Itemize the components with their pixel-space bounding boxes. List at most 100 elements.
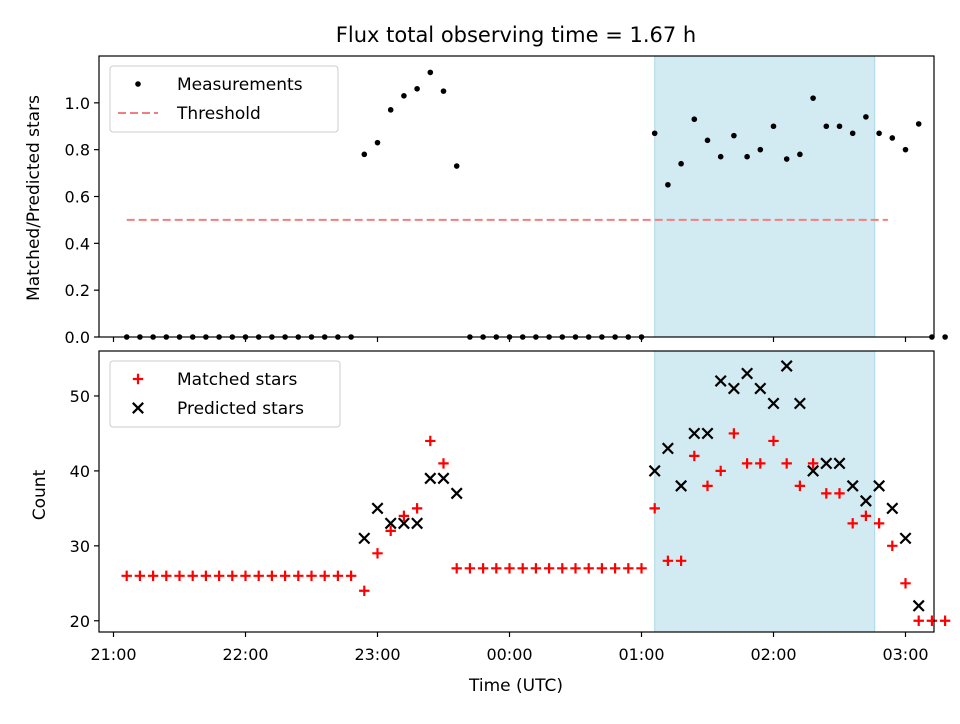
- matched-star-marker: [425, 435, 436, 447]
- predicted-star-marker: [727, 382, 740, 395]
- predicted-star-marker: [741, 367, 754, 380]
- measurement-point: [361, 151, 368, 158]
- matched-star-marker: [345, 570, 357, 581]
- matched-star-marker: [438, 458, 449, 469]
- matched-star-marker: [715, 465, 726, 477]
- matched-star-marker: [649, 503, 660, 514]
- matched-star-marker: [332, 570, 344, 581]
- measurement-point: [453, 163, 460, 169]
- top-y-tick-label: 1.0: [65, 94, 90, 113]
- bottom-shaded-span: [654, 350, 876, 633]
- legend-matched-swatch: [132, 373, 144, 385]
- matched-star-marker: [359, 585, 370, 596]
- bottom-y-tick-label: 40: [70, 462, 90, 481]
- predicted-star-marker: [424, 472, 437, 485]
- measurement-point: [823, 123, 830, 130]
- matched-star-marker: [702, 480, 713, 492]
- x-axis-label: Time (UTC): [468, 676, 563, 696]
- measurement-point: [810, 95, 816, 101]
- top-y-axis-label: Matched/Predicted stars: [24, 95, 44, 301]
- predicted-star-marker: [886, 502, 899, 515]
- predicted-star-marker: [437, 472, 450, 485]
- measurement-point: [691, 116, 698, 123]
- x-tick-label: 01:00: [618, 645, 664, 664]
- top-y-tick-label: 0.4: [65, 234, 90, 253]
- matched-star-marker: [200, 570, 212, 581]
- predicted-star-marker: [833, 457, 846, 470]
- matched-star-marker: [873, 518, 885, 529]
- top-y-tick-label: 0.8: [65, 141, 90, 160]
- top-legend: Measurements Threshold: [109, 65, 339, 133]
- measurement-point: [783, 156, 790, 162]
- measurement-point: [863, 114, 869, 120]
- matched-star-marker: [570, 563, 581, 574]
- predicted-star-marker: [767, 397, 780, 410]
- predicted-star-marker: [450, 487, 463, 500]
- matched-star-marker: [900, 578, 911, 589]
- predicted-star-marker: [793, 397, 806, 410]
- matched-star-marker: [662, 555, 674, 567]
- top-panel: 0.0 0.2 0.4 0.6 0.8 1.0 Measurements Threshold: [65, 55, 948, 347]
- top-y-tick-label: 0.0: [65, 328, 90, 347]
- measurement-point: [374, 139, 381, 146]
- matched-star-marker: [293, 570, 304, 581]
- x-tick-label: 02:00: [750, 645, 796, 664]
- measurement-point: [902, 146, 909, 153]
- matched-star-marker: [253, 570, 264, 581]
- matched-star-marker: [240, 570, 251, 581]
- predicted-star-marker: [714, 374, 727, 387]
- legend-predicted-swatch: [132, 402, 144, 414]
- matched-star-marker: [306, 570, 317, 581]
- predicted-star-marker: [411, 517, 424, 530]
- measurement-point: [717, 153, 724, 160]
- matched-star-marker: [477, 563, 489, 574]
- matched-star-marker: [834, 488, 845, 499]
- matched-star-marker: [530, 563, 542, 574]
- top-shaded-span: [654, 55, 876, 338]
- measurement-point: [889, 135, 896, 141]
- matched-star-marker: [741, 458, 753, 469]
- matched-star-marker: [794, 480, 806, 492]
- matched-star-marker: [636, 563, 647, 574]
- top-legend-box: [109, 65, 339, 133]
- matched-star-marker: [821, 488, 832, 499]
- matched-star-marker: [609, 563, 621, 574]
- matched-star-marker: [887, 540, 898, 552]
- matched-star-marker: [161, 570, 172, 581]
- predicted-star-marker: [661, 442, 674, 455]
- matched-star-marker: [372, 548, 383, 559]
- measurement-point: [915, 121, 922, 127]
- matched-star-marker: [504, 563, 515, 574]
- matched-star-marker: [319, 570, 330, 581]
- matched-star-marker: [623, 563, 634, 574]
- matched-star-marker: [557, 563, 568, 574]
- measurement-point: [849, 130, 856, 137]
- bottom-legend-label: Matched stars: [177, 370, 297, 390]
- matched-star-marker: [781, 458, 792, 469]
- matched-star-marker: [583, 563, 594, 574]
- top-y-tick-label: 0.6: [65, 188, 90, 207]
- predicted-star-marker: [384, 517, 397, 530]
- matched-star-marker: [227, 570, 238, 581]
- bottom-y-axis-label: Count: [30, 469, 50, 520]
- matched-star-marker: [847, 518, 858, 529]
- predicted-star-marker: [912, 599, 925, 612]
- measurement-point: [440, 88, 447, 94]
- matched-star-marker: [464, 563, 476, 574]
- matched-star-marker: [860, 510, 872, 522]
- bottom-y-tick-label: 30: [70, 537, 90, 556]
- matched-star-marker: [121, 570, 132, 581]
- matched-star-marker: [675, 555, 687, 567]
- predicted-star-marker: [899, 532, 912, 545]
- top-legend-label: Threshold: [176, 104, 261, 124]
- predicted-star-marker: [701, 427, 714, 440]
- matched-star-marker: [728, 428, 740, 439]
- measurement-point: [401, 93, 407, 99]
- predicted-star-marker: [648, 464, 661, 477]
- matched-star-marker: [755, 458, 766, 469]
- predicted-star-marker: [807, 464, 820, 477]
- measurement-point: [387, 107, 394, 113]
- predicted-star-marker: [675, 479, 688, 492]
- matched-star-marker: [398, 510, 410, 522]
- matched-star-marker: [187, 570, 198, 581]
